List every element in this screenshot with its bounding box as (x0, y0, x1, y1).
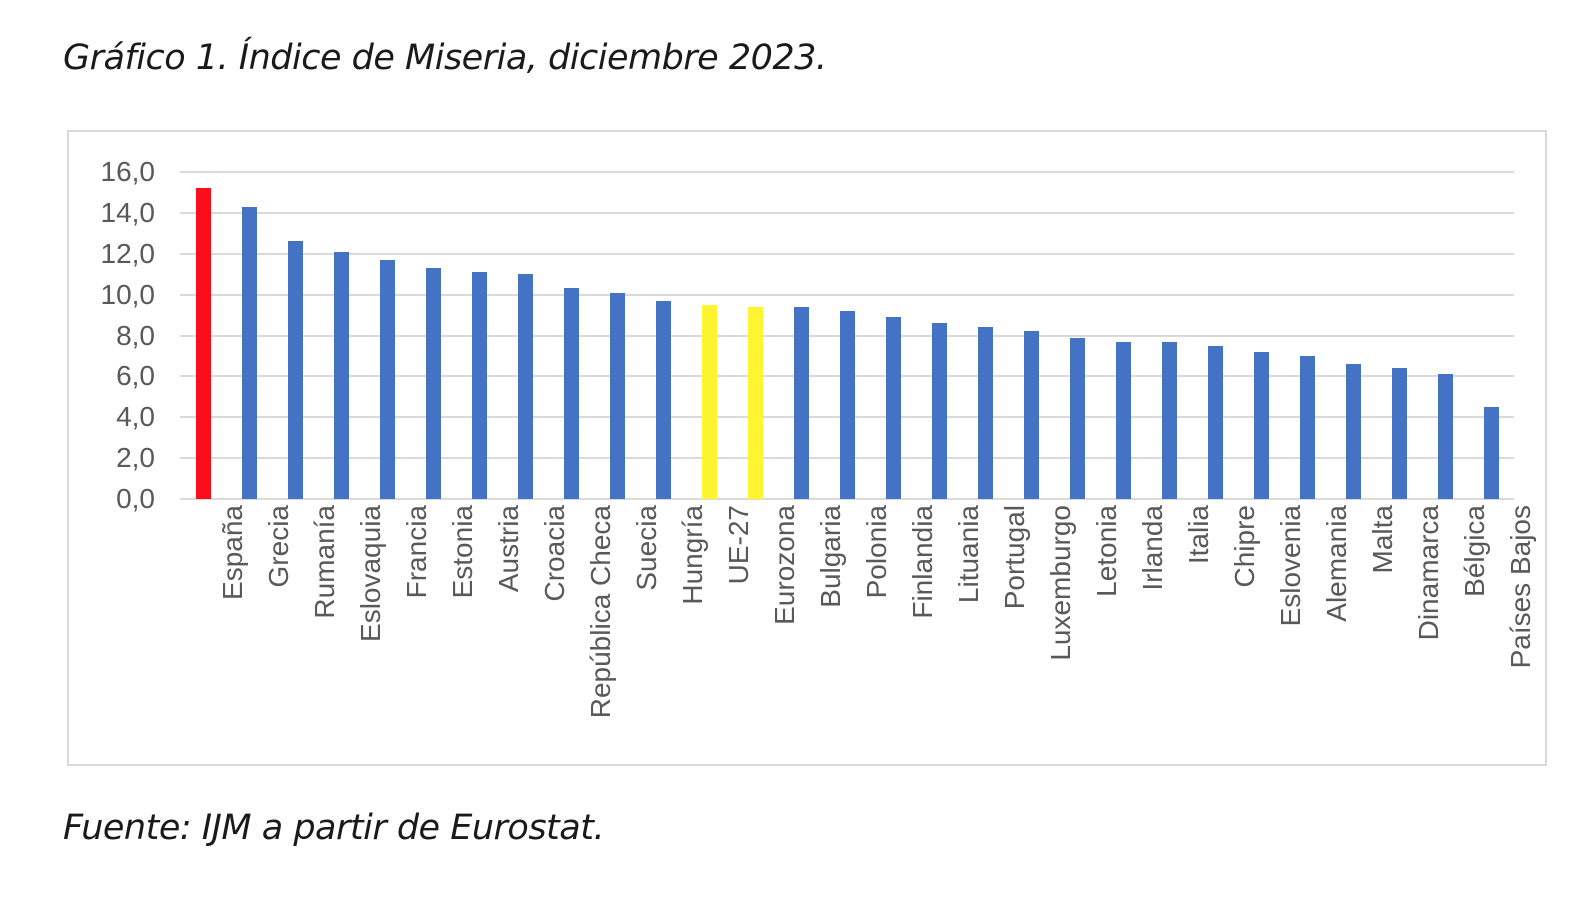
bar-eslovenia (1254, 351, 1269, 499)
bar-irlanda (1116, 341, 1131, 499)
x-axis-label-finlandia: Finlandia (907, 505, 938, 619)
bar-croacia (518, 274, 533, 499)
x-axis-label-belgica: Bélgica (1459, 505, 1490, 597)
x-axis-label-chipre: Chipre (1229, 505, 1260, 588)
x-axis-label-suecia: Suecia (631, 505, 662, 591)
gridline-0,0 (180, 498, 1514, 500)
chart-title: Gráfico 1. Índice de Miseria, diciembre … (63, 38, 827, 78)
y-axis-tick-label: 4,0 (116, 401, 155, 433)
bar-austria (472, 272, 487, 499)
bar-chipre (1208, 345, 1223, 499)
bar-hungria (656, 300, 671, 499)
x-axis-label-portugal: Portugal (999, 505, 1030, 610)
source-note: Fuente: IJM a partir de Eurostat. (63, 808, 605, 848)
y-axis-tick-label: 14,0 (100, 196, 156, 228)
bar-eslovaquia (334, 251, 349, 499)
bar-espana (196, 188, 211, 499)
x-axis-label-eurozona: Eurozona (769, 505, 800, 625)
x-axis-label-francia: Francia (401, 505, 432, 599)
x-axis-label-ue-27: UE-27 (723, 505, 754, 585)
bar-italia (1162, 341, 1177, 499)
gridline-16,0 (180, 171, 1514, 173)
x-axis-label-irlanda: Irlanda (1137, 505, 1168, 591)
chart-frame: 0,0 2,0 4,0 6,0 8,0 10,0 12,0 14,0 16,0 España Gre… (67, 130, 1547, 766)
x-axis-label-estonia: Estonia (447, 505, 478, 599)
x-axis-label-luxemburgo: Luxemburgo (1045, 505, 1076, 661)
bar-letonia (1070, 337, 1085, 499)
x-axis-label-bulgaria: Bulgaria (815, 505, 846, 608)
x-axis-label-eslovaquia: Eslovaquia (355, 505, 386, 642)
x-axis-label-rumania: Rumanía (309, 505, 340, 619)
bar-eurozona (748, 306, 763, 499)
x-axis-label-republica-checa: República Checa (585, 505, 616, 719)
bar-estonia (426, 268, 441, 499)
x-axis-label-grecia: Grecia (263, 505, 294, 588)
y-axis-tick-label: 0,0 (116, 483, 155, 514)
y-axis-tick-label: 16,0 (100, 156, 156, 187)
y-axis-tick-label: 10,0 (100, 278, 156, 310)
x-axis-label-paises-bajos: Países Bajos (1505, 505, 1536, 669)
bar-ue-27 (702, 304, 717, 499)
x-axis-label-italia: Italia (1183, 505, 1214, 565)
y-axis-tick-label: 8,0 (116, 319, 155, 351)
bar-francia (380, 259, 395, 499)
bar-polonia (840, 310, 855, 499)
bar-rumania (288, 241, 303, 499)
x-axis-label-austria: Austria (493, 505, 524, 593)
bar-malta (1346, 364, 1361, 499)
bar-alemania (1300, 355, 1315, 499)
x-axis-label-lituania: Lituania (953, 505, 984, 604)
bar-republica-checa (564, 288, 579, 499)
x-axis-label-eslovenia: Eslovenia (1275, 505, 1306, 627)
x-axis-label-dinamarca: Dinamarca (1413, 505, 1444, 641)
x-axis-label-alemania: Alemania (1321, 505, 1352, 622)
bar-lituania (932, 323, 947, 499)
bar-paises-bajos (1484, 407, 1499, 499)
gridline-12,0 (180, 252, 1514, 255)
bar-luxemburgo (1024, 331, 1039, 499)
gridline-10,0 (180, 293, 1514, 296)
x-axis-label-letonia: Letonia (1091, 505, 1122, 597)
x-axis-label-croacia: Croacia (539, 505, 570, 602)
y-axis-tick-label: 2,0 (116, 442, 155, 474)
x-axis-label-espana: España (217, 505, 248, 600)
bar-dinamarca (1392, 368, 1407, 499)
bar-suecia (610, 292, 625, 499)
x-axis-label-polonia: Polonia (861, 505, 892, 599)
bar-finlandia (886, 317, 901, 499)
bar-portugal (978, 327, 993, 499)
x-axis-label-malta: Malta (1367, 505, 1398, 574)
x-axis-label-hungria: Hungría (677, 505, 708, 605)
bar-grecia (242, 206, 257, 499)
gridline-14,0 (180, 211, 1514, 214)
y-axis-tick-label: 12,0 (100, 237, 156, 269)
y-axis-tick-label: 6,0 (116, 360, 155, 392)
bar-belgica (1438, 374, 1453, 499)
bar-bulgaria (794, 306, 809, 499)
